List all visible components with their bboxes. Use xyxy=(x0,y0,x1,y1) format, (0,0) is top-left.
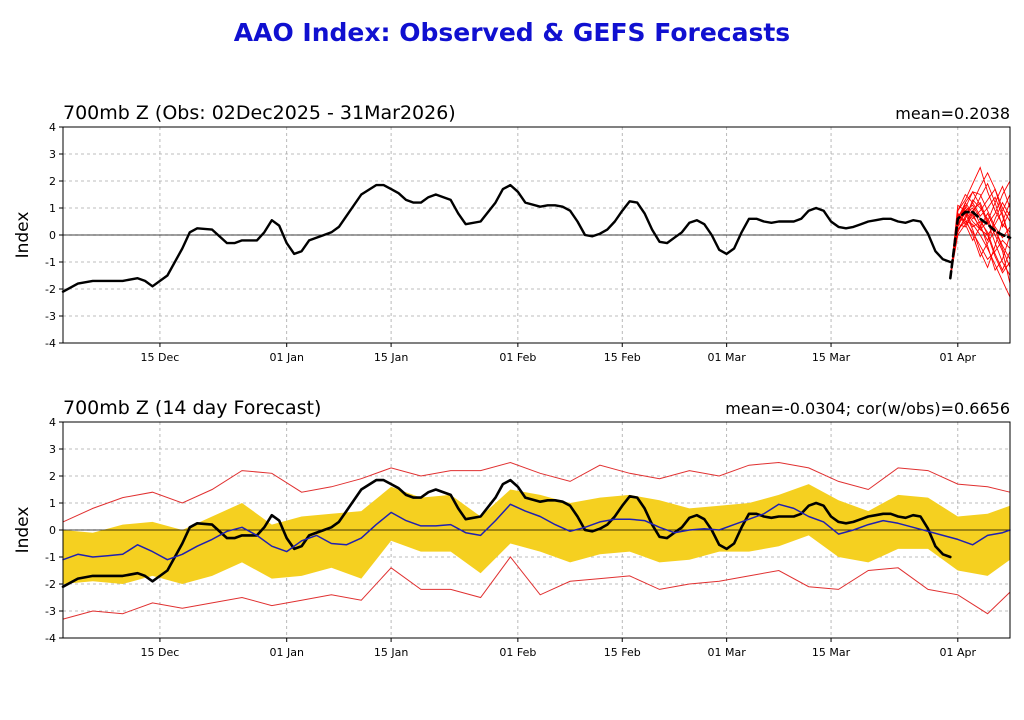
x-tick-label: 15 Mar xyxy=(812,646,851,659)
x-tick-label: 15 Dec xyxy=(141,646,180,659)
x-tick-label: 01 Feb xyxy=(499,351,536,364)
ensemble-member-line xyxy=(949,199,1011,284)
y-axis-label: Index xyxy=(13,507,33,554)
plot-area: -4 -3 -2 -1 0 1 2 3 4 15 Dec 01 Jan 15 Jan 01 Feb 15 … xyxy=(45,416,1011,659)
ensemble-member-line xyxy=(949,193,1011,279)
x-tick-label: 01 Mar xyxy=(708,351,747,364)
ensemble-mean-line xyxy=(948,210,1012,280)
y-tick-label: -2 xyxy=(45,283,56,296)
main-title: AAO Index: Observed & GEFS Forecasts xyxy=(233,18,791,47)
y-tick-label: 0 xyxy=(49,229,56,242)
forecast-mean-line xyxy=(62,503,1011,561)
spread-band xyxy=(63,484,1010,584)
x-tick-label: 15 Feb xyxy=(604,351,641,364)
x-tick-label: 15 Mar xyxy=(812,351,851,364)
y-tick-label: -4 xyxy=(45,632,56,645)
y-tick-label: -3 xyxy=(45,605,56,618)
x-tick-label: 01 Apr xyxy=(940,646,977,659)
x-tick-label: 01 Jan xyxy=(269,351,303,364)
y-tick-label: -3 xyxy=(45,310,56,323)
y-tick-label: 0 xyxy=(49,524,56,537)
y-tick-label: 3 xyxy=(49,148,56,161)
ensemble-member-line xyxy=(949,180,1011,279)
y-tick-label: -1 xyxy=(45,551,56,564)
ensemble-member-line xyxy=(949,217,1011,279)
chart-stat: mean=0.2038 xyxy=(895,104,1010,123)
y-tick-label: 4 xyxy=(49,416,56,429)
observed-line xyxy=(61,478,952,588)
chart-title: 700mb Z (14 day Forecast) xyxy=(63,397,321,419)
observed-chart: 700mb Z (Obs: 02Dec2025 - 31Mar2026) mea… xyxy=(13,102,1012,364)
x-tick-label: 15 Feb xyxy=(604,646,641,659)
x-tick-label: 15 Jan xyxy=(374,351,408,364)
envelope-lower-line xyxy=(62,556,1011,620)
y-tick-label: 1 xyxy=(49,202,56,215)
ensemble-member-line xyxy=(949,182,1011,279)
x-tick-label: 15 Jan xyxy=(374,646,408,659)
y-tick-label: -2 xyxy=(45,578,56,591)
ensemble-member-line xyxy=(949,201,1011,279)
y-tick-label: 3 xyxy=(49,443,56,456)
y-tick-label: -1 xyxy=(45,256,56,269)
y-tick-label: 2 xyxy=(49,470,56,483)
observed-line xyxy=(61,183,952,293)
forecast-chart: 700mb Z (14 day Forecast) mean=-0.0304; … xyxy=(13,397,1011,659)
envelope-upper-line xyxy=(62,461,1011,523)
plot-area: -4 -3 -2 -1 0 1 2 3 4 15 Dec 01 Jan 15 Jan 01 Feb 15 … xyxy=(45,121,1012,364)
ensemble-member-line xyxy=(949,220,1011,298)
ensemble-member-line xyxy=(949,194,1011,279)
chart-stat: mean=-0.0304; cor(w/obs)=0.6656 xyxy=(725,399,1010,418)
x-tick-label: 15 Dec xyxy=(141,351,180,364)
ensemble-member-line xyxy=(949,210,1011,279)
y-axis-label: Index xyxy=(13,212,33,259)
ensemble-member-line xyxy=(949,212,1011,279)
y-tick-label: -4 xyxy=(45,337,56,350)
x-tick-label: 01 Mar xyxy=(708,646,747,659)
chart-title: 700mb Z (Obs: 02Dec2025 - 31Mar2026) xyxy=(63,102,456,124)
x-tick-label: 01 Feb xyxy=(499,646,536,659)
x-tick-label: 01 Jan xyxy=(269,646,303,659)
x-tick-label: 01 Apr xyxy=(940,351,977,364)
y-tick-label: 1 xyxy=(49,497,56,510)
y-tick-label: 2 xyxy=(49,175,56,188)
y-tick-label: 4 xyxy=(49,121,56,134)
